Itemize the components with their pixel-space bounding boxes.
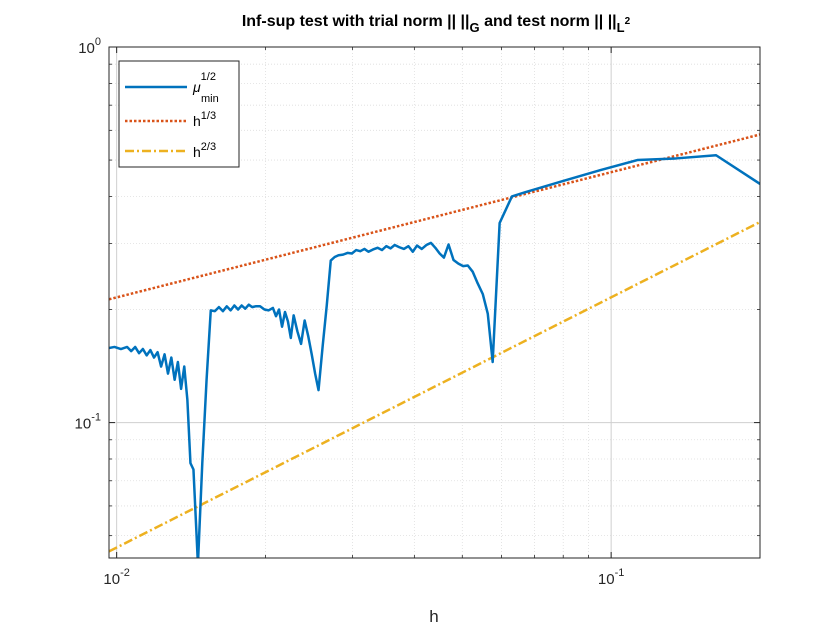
legend-box: [118, 60, 240, 168]
x-tick-label: 10-1: [598, 567, 624, 588]
title-middle: and test norm || ||: [480, 13, 617, 30]
title-sub-l-exp: 2: [625, 16, 631, 27]
series-h-1-3-line: [109, 133, 760, 301]
series-layer: [109, 133, 760, 558]
x-tick-labels: 10-2 10-1: [103, 567, 624, 588]
legend-h13-base: h: [193, 113, 201, 129]
x-tick-label: 10-2: [103, 567, 129, 588]
legend-mu-sup: 1/2: [201, 71, 216, 83]
title-sub-l: L: [617, 20, 625, 35]
y-tick-label: 10-1: [75, 412, 101, 433]
title-sub-g: G: [470, 20, 480, 35]
legend-mu-sub: min: [201, 93, 219, 105]
legend-label-h13: h1/3: [193, 110, 216, 129]
y-tick-labels: 10-1 100: [75, 36, 101, 433]
legend-label-h23: h2/3: [193, 141, 216, 160]
title-prefix: Inf-sup test with trial norm || ||: [242, 13, 470, 30]
legend-h23-sup: 2/3: [201, 141, 216, 153]
legend-h13-sup: 1/3: [201, 110, 216, 122]
y-tick-label: 100: [78, 36, 101, 57]
plot-frame: [108, 46, 761, 559]
x-axis-label: h: [429, 607, 438, 626]
legend: μ1/2 min h1/3 h2/3: [118, 60, 240, 168]
series-h-2-3-line: [109, 220, 760, 553]
chart-title: Inf-sup test with trial norm || ||G and …: [242, 13, 631, 35]
series-mu-min-line: [109, 153, 760, 558]
legend-mu-base: μ: [192, 79, 201, 95]
legend-label-mu: μ1/2 min: [192, 71, 219, 105]
legend-h23-base: h: [193, 144, 201, 160]
